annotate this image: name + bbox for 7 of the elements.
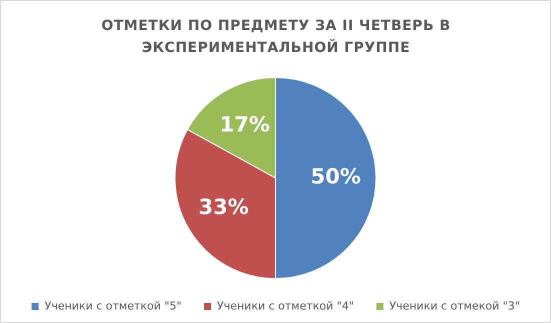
data-label: 33% xyxy=(198,195,249,220)
data-label: 50% xyxy=(310,164,361,188)
chart-title: ОТМЕТКИ ПО ПРЕДМЕТУ ЗА II ЧЕТВЕРЬ В ЭКСПЕРИМЕНТАЛЬНОЙ ГРУППЕ xyxy=(100,17,452,58)
data-label: 17% xyxy=(220,112,270,137)
legend-label: Ученики с отметкой "5" xyxy=(44,299,182,312)
legend-label: Ученики с отмекой "3" xyxy=(389,299,520,312)
legend-label: Ученики с отметкой "4" xyxy=(217,299,354,312)
